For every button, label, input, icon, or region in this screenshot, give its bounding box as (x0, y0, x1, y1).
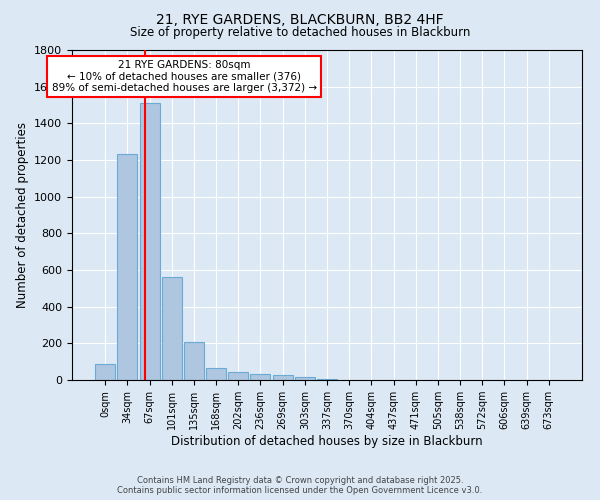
Y-axis label: Number of detached properties: Number of detached properties (16, 122, 29, 308)
Bar (272, 375, 293, 380)
Bar (206, 368, 226, 380)
Bar (118, 154, 137, 380)
Bar (228, 372, 248, 380)
Text: 21, RYE GARDENS, BLACKBURN, BB2 4HF: 21, RYE GARDENS, BLACKBURN, BB2 4HF (156, 12, 444, 26)
Text: Contains HM Land Registry data © Crown copyright and database right 2025.
Contai: Contains HM Land Registry data © Crown c… (118, 476, 482, 495)
Bar (140, 103, 160, 380)
Bar (295, 376, 315, 380)
X-axis label: Distribution of detached houses by size in Blackburn: Distribution of detached houses by size … (171, 435, 483, 448)
Bar (317, 379, 337, 380)
Bar (184, 342, 204, 380)
Text: 21 RYE GARDENS: 80sqm
← 10% of detached houses are smaller (376)
89% of semi-det: 21 RYE GARDENS: 80sqm ← 10% of detached … (52, 60, 317, 93)
Bar (250, 374, 271, 380)
Bar (162, 278, 182, 380)
Text: Size of property relative to detached houses in Blackburn: Size of property relative to detached ho… (130, 26, 470, 39)
Bar (95, 364, 115, 380)
